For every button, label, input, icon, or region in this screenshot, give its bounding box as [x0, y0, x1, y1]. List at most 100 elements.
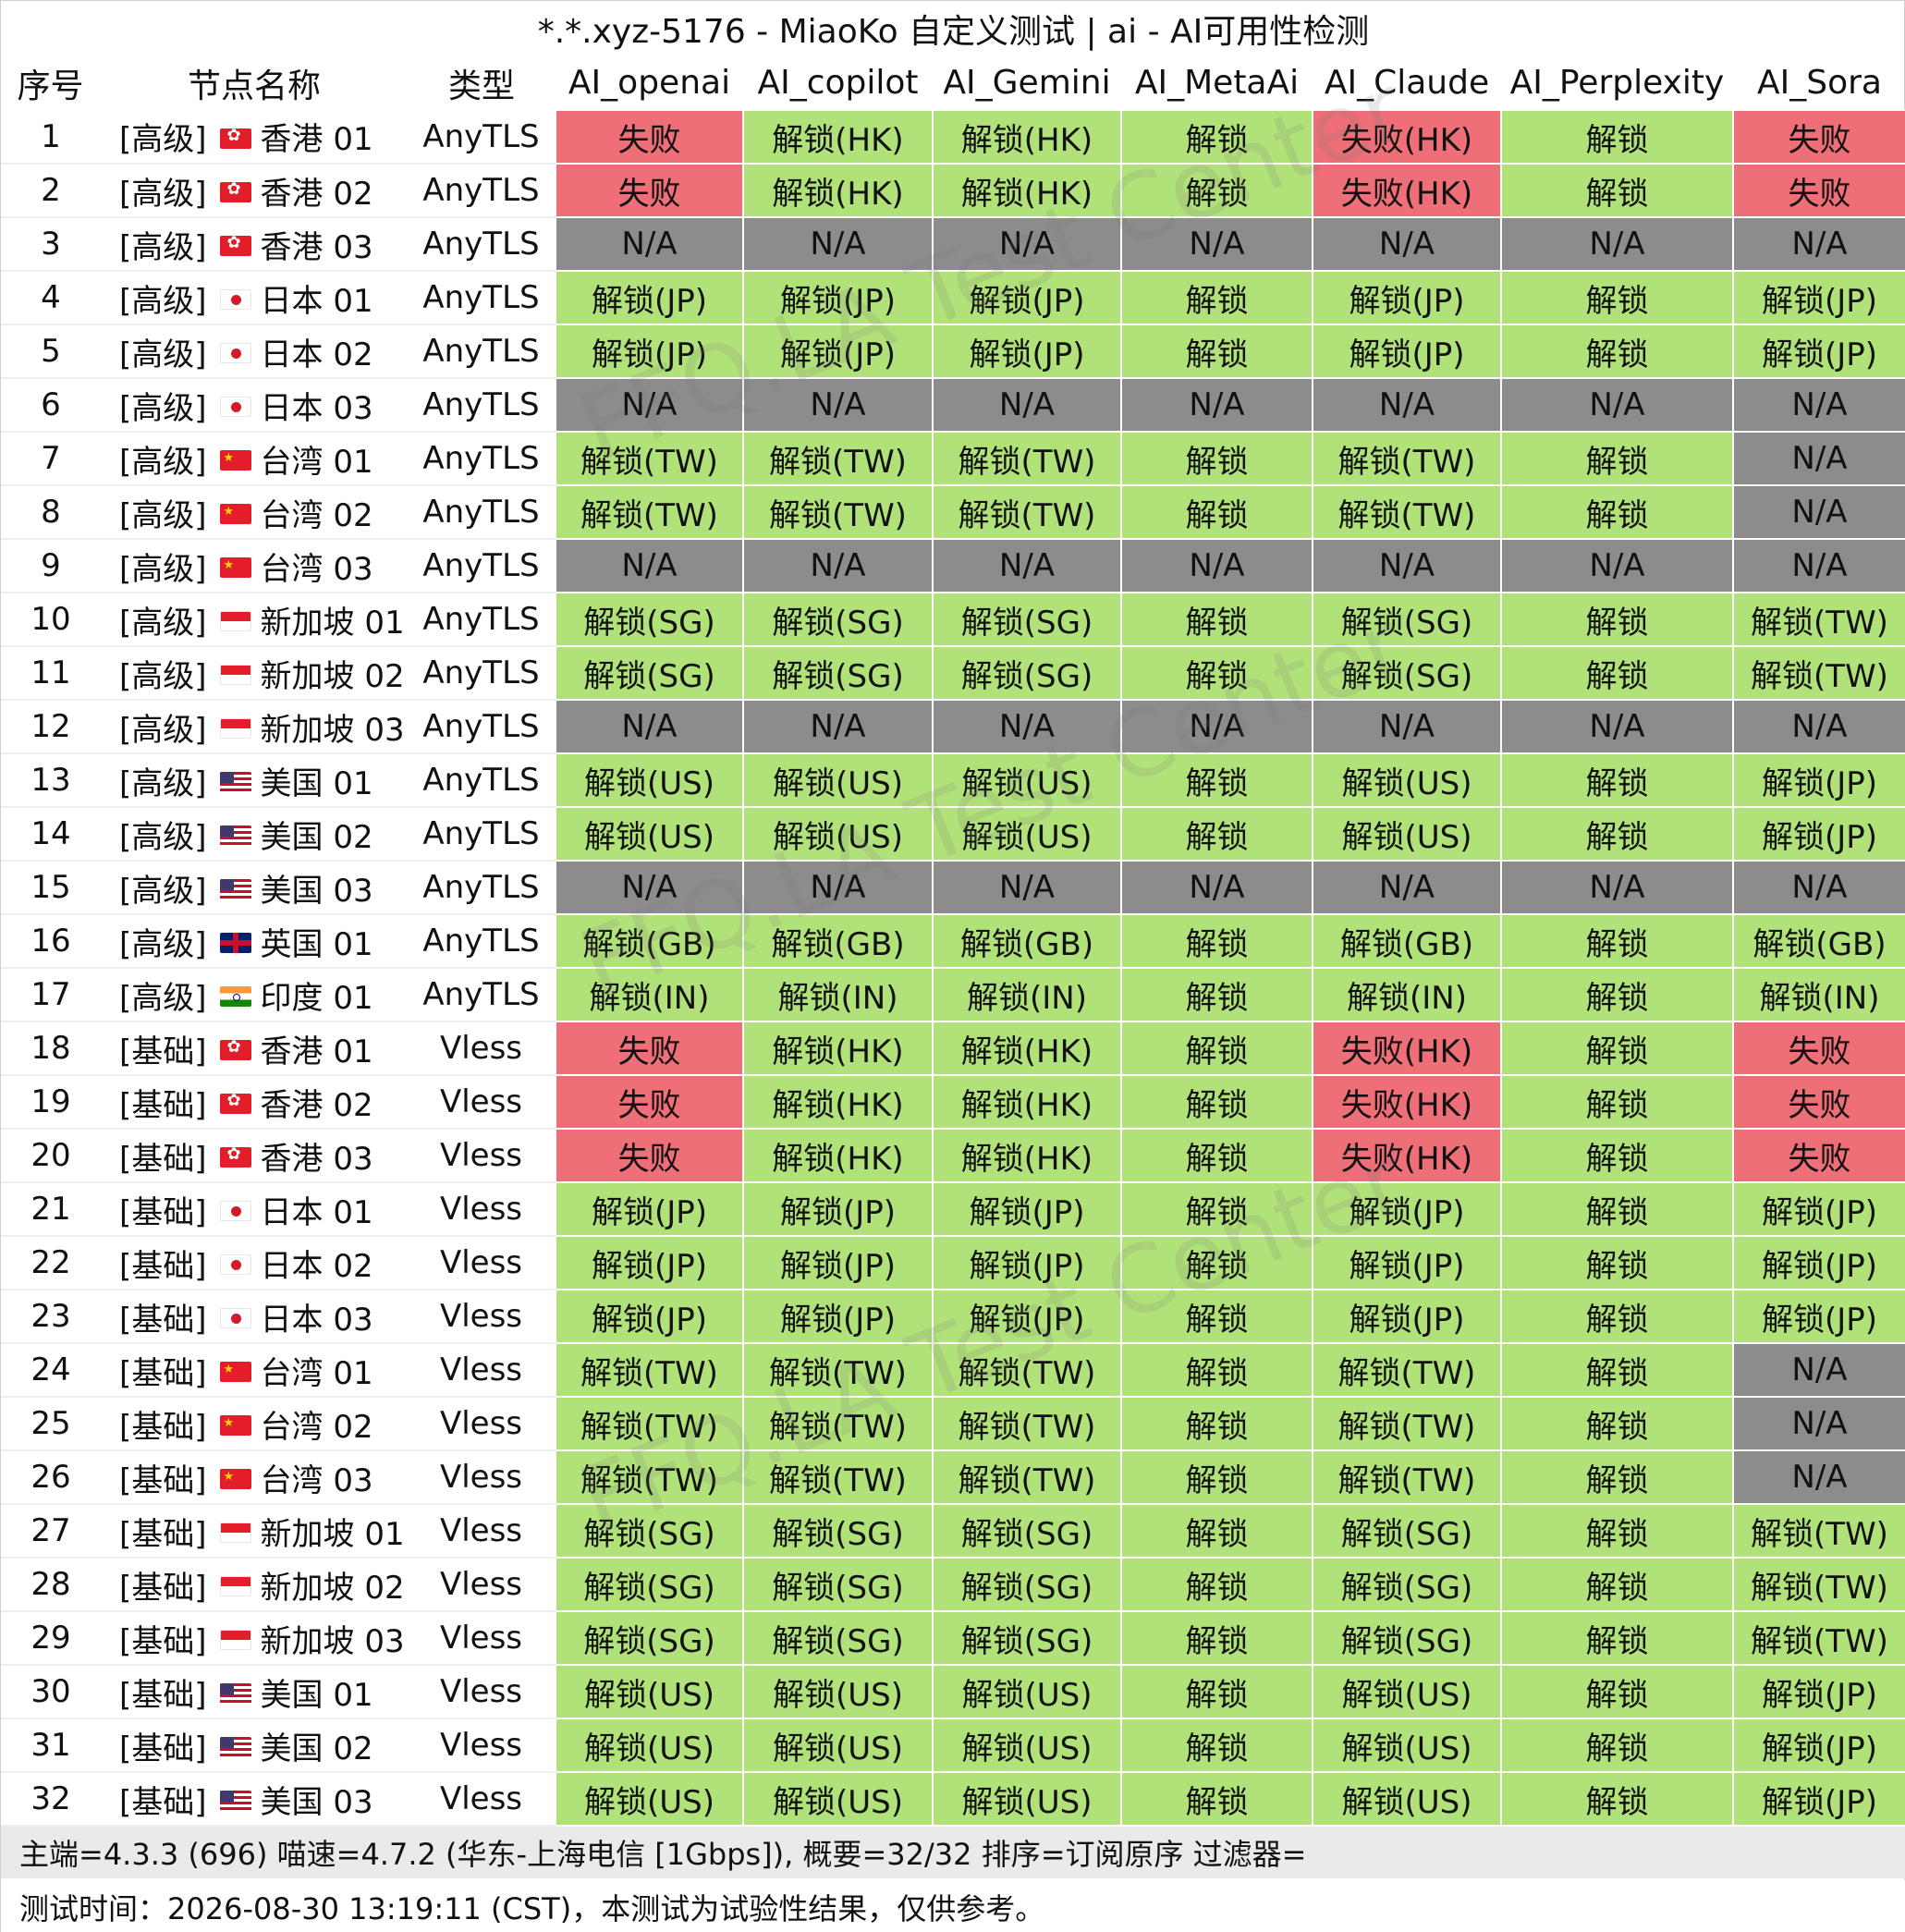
result-cell-ai-copilot: 解锁(US) — [742, 1664, 934, 1719]
node-name: [高级] 日本 02 — [101, 324, 408, 379]
result-cell-ai-copilot: 解锁(HK) — [742, 109, 934, 165]
result-cell-ai-openai: 解锁(SG) — [555, 592, 744, 647]
result-cell-ai-claude: 解锁(US) — [1312, 1718, 1502, 1773]
result-cell-ai-sora: 解锁(JP) — [1732, 1718, 1905, 1773]
result-cell-ai-copilot: 解锁(US) — [742, 806, 934, 862]
jp-flag-icon — [219, 343, 251, 363]
row-index: 13 — [1, 753, 101, 808]
result-cell-ai-claude: 解锁(TW) — [1312, 431, 1502, 486]
node-type: AnyTLS — [408, 217, 556, 272]
node-name: [高级] 香港 01 — [101, 110, 408, 165]
sg-flag-icon — [219, 1522, 251, 1543]
node-type: Vless — [408, 1397, 556, 1451]
us-flag-icon — [219, 772, 251, 792]
node-tier: [基础] — [119, 1569, 207, 1607]
result-cell-ai-gemini: 解锁(US) — [932, 1771, 1122, 1827]
row-index: 10 — [1, 593, 101, 647]
result-cell-ai-metaai: 解锁 — [1120, 270, 1313, 325]
result-cell-ai-claude: 解锁(SG) — [1312, 645, 1502, 701]
result-cell-ai-gemini: N/A — [932, 216, 1122, 272]
result-cell-ai-claude: 解锁(TW) — [1312, 1449, 1502, 1505]
result-cell-ai-sora: N/A — [1732, 216, 1905, 272]
cn-flag-icon — [219, 504, 251, 524]
result-cell-ai-metaai: 解锁 — [1120, 484, 1313, 540]
result-cell-ai-gemini: 解锁(IN) — [932, 967, 1122, 1022]
result-cell-ai-gemini: 解锁(SG) — [932, 1503, 1122, 1559]
node-region: 日本 01 — [260, 282, 373, 320]
result-cell-ai-gemini: 解锁(JP) — [932, 1289, 1122, 1344]
node-name: [基础] 香港 02 — [101, 1075, 408, 1130]
footer-info: 主端=4.3.3 (696) 喵速=4.7.2 (华东-上海电信 [1Gbps]… — [1, 1827, 1905, 1878]
sg-flag-icon — [219, 1630, 251, 1650]
result-cell-ai-openai: N/A — [555, 377, 744, 433]
table-row: 11 [高级] 新加坡 02 AnyTLS 解锁(SG) 解锁(SG) 解锁(SG) 解锁 解锁… — [1, 645, 1905, 701]
result-cell-ai-metaai: 解锁 — [1120, 109, 1313, 165]
result-cell-ai-claude: 失败(HK) — [1312, 1074, 1502, 1130]
result-cell-ai-sora: 解锁(JP) — [1732, 806, 1905, 862]
result-cell-ai-perplexity: 解锁 — [1500, 1771, 1734, 1827]
node-tier: [基础] — [119, 1301, 207, 1339]
result-cell-ai-perplexity: N/A — [1500, 860, 1734, 915]
node-name: [高级] 新加坡 03 — [101, 700, 408, 754]
node-tier: [高级] — [119, 389, 207, 427]
node-tier: [高级] — [119, 711, 207, 749]
col-header-ai-metaai: AI_MetaAi — [1121, 56, 1313, 110]
node-name: [高级] 美国 02 — [101, 807, 408, 862]
row-index: 19 — [1, 1075, 101, 1130]
result-cell-ai-copilot: 解锁(JP) — [742, 324, 934, 379]
row-index: 3 — [1, 217, 101, 272]
node-type: AnyTLS — [408, 271, 556, 325]
node-name: [高级] 新加坡 02 — [101, 646, 408, 701]
result-cell-ai-perplexity: 解锁 — [1500, 967, 1734, 1022]
table-row: 1[高级]香港 01AnyTLS失败解锁(HK)解锁(HK)解锁失败(HK)解锁… — [1, 109, 1905, 165]
node-tier: [高级] — [119, 657, 207, 695]
result-cell-ai-copilot: 解锁(US) — [742, 752, 934, 808]
jp-flag-icon — [219, 289, 251, 310]
result-cell-ai-gemini: N/A — [932, 377, 1122, 433]
node-region: 台湾 01 — [260, 1354, 373, 1392]
result-cell-ai-gemini: N/A — [932, 538, 1122, 593]
result-cell-ai-openai: 解锁(TW) — [555, 431, 744, 486]
node-name: [高级] 英国 01 — [101, 914, 408, 969]
result-cell-ai-sora: N/A — [1732, 538, 1905, 593]
result-cell-ai-metaai: N/A — [1120, 699, 1313, 754]
result-cell-ai-copilot: 解锁(TW) — [742, 1449, 934, 1505]
result-cell-ai-claude: 解锁(GB) — [1312, 913, 1502, 969]
table-row: 8[高级]台湾 02AnyTLS解锁(TW)解锁(TW)解锁(TW)解锁解锁(T… — [1, 484, 1905, 540]
table-row: 28 [基础] 新加坡 02 Vless 解锁(SG) 解锁(SG) 解锁(SG) 解锁 解锁(… — [1, 1557, 1905, 1612]
result-cell-ai-openai: 解锁(SG) — [555, 1557, 744, 1612]
row-index: 27 — [1, 1504, 101, 1559]
row-index: 24 — [1, 1343, 101, 1398]
hk-flag-icon — [219, 1040, 251, 1060]
node-name: [高级] 香港 03 — [101, 217, 408, 272]
table-row: 31 [基础] 美国 02 Vless 解锁(US) 解锁(US) 解锁(US) 解锁 解锁(U… — [1, 1718, 1905, 1773]
result-cell-ai-openai: 解锁(US) — [555, 752, 744, 808]
cn-flag-icon — [219, 1469, 251, 1489]
result-cell-ai-openai: 失败 — [555, 1074, 744, 1130]
node-type: Vless — [408, 1236, 556, 1290]
result-cell-ai-gemini: 解锁(SG) — [932, 592, 1122, 647]
result-cell-ai-openai: 失败 — [555, 1128, 744, 1183]
result-cell-ai-sora: 解锁(IN) — [1732, 967, 1905, 1022]
node-type: Vless — [408, 1182, 556, 1237]
node-type: AnyTLS — [408, 485, 556, 540]
jp-flag-icon — [219, 1308, 251, 1328]
row-index: 2 — [1, 164, 101, 218]
result-cell-ai-copilot: 解锁(HK) — [742, 163, 934, 218]
node-name: [基础] 台湾 02 — [101, 1397, 408, 1451]
node-tier: [基础] — [119, 1730, 207, 1767]
result-cell-ai-metaai: 解锁 — [1120, 163, 1313, 218]
row-index: 5 — [1, 324, 101, 379]
result-cell-ai-perplexity: 解锁 — [1500, 1074, 1734, 1130]
us-flag-icon — [219, 879, 251, 899]
result-cell-ai-claude: 解锁(TW) — [1312, 1342, 1502, 1398]
result-cell-ai-sora: 失败 — [1732, 1074, 1905, 1130]
node-region: 新加坡 02 — [260, 657, 405, 695]
result-cell-ai-gemini: 解锁(JP) — [932, 1235, 1122, 1290]
node-type: Vless — [408, 1665, 556, 1719]
result-cell-ai-openai: N/A — [555, 216, 744, 272]
result-cell-ai-metaai: 解锁 — [1120, 1181, 1313, 1237]
result-cell-ai-perplexity: 解锁 — [1500, 109, 1734, 165]
node-region: 香港 03 — [260, 1140, 373, 1178]
